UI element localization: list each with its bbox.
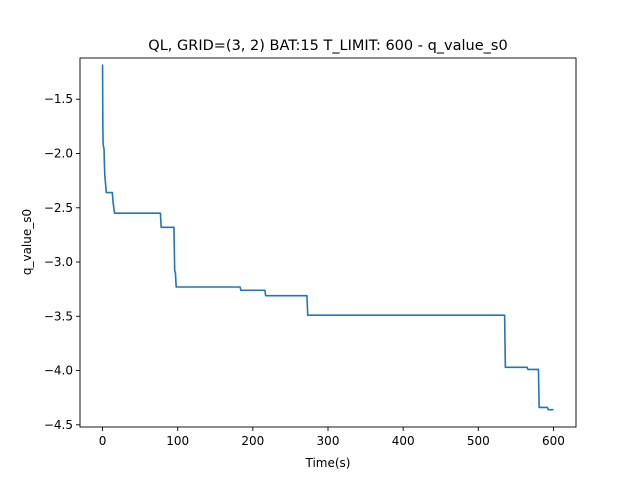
y-axis-label: q_value_s0 (20, 209, 34, 275)
x-tick-label: 100 (166, 434, 189, 448)
y-tick-label: −3.0 (44, 255, 73, 269)
series-line-0 (101, 64, 554, 411)
y-tick-label: −4.5 (44, 418, 73, 432)
x-tick-label: 200 (241, 434, 264, 448)
x-tick-label: 600 (542, 434, 565, 448)
x-tick-label: 300 (317, 434, 340, 448)
x-tick-label: 0 (99, 434, 107, 448)
x-tick-label: 500 (467, 434, 490, 448)
x-axis-label: Time(s) (305, 456, 351, 470)
chart-title: QL, GRID=(3, 2) BAT:15 T_LIMIT: 600 - q_… (148, 38, 507, 54)
y-tick-label: −2.5 (44, 201, 73, 215)
y-tick-label: −1.5 (44, 92, 73, 106)
x-tick-label: 400 (392, 434, 415, 448)
y-tick-label: −3.5 (44, 309, 73, 323)
plot-area: 0 100 200 300 400 500 600 −1.5 −2.0 −2.5 −3.0 −3.5 −… (44, 57, 577, 448)
y-tick-label: −4.0 (44, 364, 73, 378)
y-tick-label: −2.0 (44, 147, 73, 161)
